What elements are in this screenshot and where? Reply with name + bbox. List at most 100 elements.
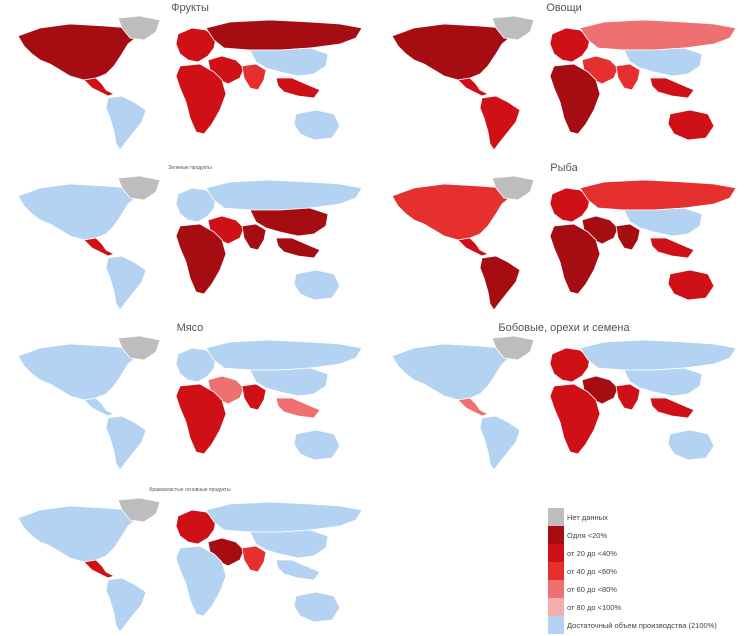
map-panel-meat: Мясо xyxy=(10,322,370,472)
region-southeast-asia xyxy=(649,77,695,99)
legend-item-no-data: Нет данных xyxy=(548,508,748,526)
legend: Нет данных Oдля <20% от 20 до <40% от 40… xyxy=(548,508,748,634)
map-panel-legumes: Бобовые, орехи и семена xyxy=(384,322,744,472)
region-south-asia xyxy=(615,223,641,251)
region-greenland xyxy=(117,497,161,523)
region-europe xyxy=(175,187,217,223)
region-australia xyxy=(293,109,341,141)
legend-swatch xyxy=(548,508,564,526)
legend-label: от 60 до <80% xyxy=(567,585,617,594)
region-south-asia xyxy=(615,63,641,91)
region-central-america xyxy=(457,77,490,97)
region-south-america xyxy=(479,415,521,471)
legend-swatch xyxy=(548,580,564,598)
legend-item-under-20: Oдля <20% xyxy=(548,526,748,544)
legend-item-60-80: от 60 до <80% xyxy=(548,580,748,598)
legend-label: от 80 до <100% xyxy=(567,603,622,612)
region-southeast-asia xyxy=(275,559,321,581)
legend-swatch xyxy=(548,562,564,580)
region-south-america xyxy=(479,255,521,311)
region-central-america xyxy=(83,397,116,417)
region-australia xyxy=(293,591,341,623)
region-north-america xyxy=(391,23,513,81)
legend-item-80-100: от 80 до <100% xyxy=(548,598,748,616)
region-east-asia xyxy=(623,47,703,77)
legend-item-40-60: от 40 до <60% xyxy=(548,562,748,580)
legend-label: Oдля <20% xyxy=(567,531,608,540)
legend-label: от 20 до <40% xyxy=(567,549,617,558)
region-greenland xyxy=(117,175,161,201)
region-greenland xyxy=(117,335,161,361)
region-australia xyxy=(293,429,341,461)
region-africa xyxy=(175,223,227,295)
region-russia xyxy=(205,19,363,51)
panel-title: Овощи xyxy=(546,2,582,14)
region-africa xyxy=(549,383,601,455)
region-europe xyxy=(549,347,591,383)
legend-swatch xyxy=(548,544,564,562)
map-panel-fruits: Фрукты xyxy=(10,2,370,152)
region-greenland xyxy=(491,175,535,201)
region-north-america xyxy=(391,183,513,241)
panel-title: Рыба xyxy=(550,162,578,174)
region-russia xyxy=(579,19,737,51)
region-south-america xyxy=(105,255,147,311)
region-europe xyxy=(175,27,217,63)
region-south-asia xyxy=(241,383,267,411)
world-map xyxy=(384,334,744,472)
region-north-america xyxy=(391,343,513,401)
legend-item-20-40: от 20 до <40% xyxy=(548,544,748,562)
legend-item-sufficient: Достаточный объем производства (2100%) xyxy=(548,616,748,634)
legend-label: Нет данных xyxy=(567,513,608,522)
region-east-asia xyxy=(623,367,703,397)
region-europe xyxy=(175,509,217,545)
region-central-america xyxy=(457,237,490,257)
region-central-america xyxy=(83,237,116,257)
region-central-america xyxy=(457,397,490,417)
region-north-america xyxy=(17,183,139,241)
legend-swatch xyxy=(548,616,564,634)
region-south-asia xyxy=(241,545,267,573)
region-southeast-asia xyxy=(649,397,695,419)
region-australia xyxy=(293,269,341,301)
region-russia xyxy=(205,179,363,211)
region-east-asia xyxy=(249,367,329,397)
region-greenland xyxy=(491,15,535,41)
region-south-asia xyxy=(241,63,267,91)
region-north-america xyxy=(17,343,139,401)
region-greenland xyxy=(491,335,535,361)
panel-title: Мясо xyxy=(176,322,204,334)
world-map xyxy=(384,14,744,152)
world-map xyxy=(10,334,370,472)
region-europe xyxy=(549,187,591,223)
world-map xyxy=(384,174,744,312)
world-map xyxy=(10,496,370,634)
region-southeast-asia xyxy=(649,237,695,259)
region-central-america xyxy=(83,77,116,97)
region-east-asia xyxy=(249,529,329,559)
map-panel-fish: Рыба xyxy=(384,162,744,312)
legend-label: Достаточный объем производства (2100%) xyxy=(567,621,717,630)
map-panel-starchy: Крахмалистые основные продукты xyxy=(10,484,370,634)
region-south-asia xyxy=(241,223,267,251)
map-panel-vegetables: Овощи xyxy=(384,2,744,152)
region-south-america xyxy=(479,95,521,151)
region-australia xyxy=(667,269,715,301)
region-south-america xyxy=(105,95,147,151)
region-north-america xyxy=(17,505,139,563)
region-russia xyxy=(205,339,363,371)
region-russia xyxy=(579,339,737,371)
region-greenland xyxy=(117,15,161,41)
panel-title: Крахмалистые основные продукты xyxy=(149,487,231,493)
region-central-america xyxy=(83,559,116,579)
region-southeast-asia xyxy=(275,77,321,99)
panel-title: Зеленые продукты xyxy=(168,165,212,171)
region-east-asia xyxy=(249,47,329,77)
region-east-asia xyxy=(249,207,329,237)
region-africa xyxy=(175,545,227,617)
region-africa xyxy=(175,383,227,455)
region-africa xyxy=(175,63,227,135)
region-north-america xyxy=(17,23,139,81)
region-southeast-asia xyxy=(275,397,321,419)
region-russia xyxy=(579,179,737,211)
